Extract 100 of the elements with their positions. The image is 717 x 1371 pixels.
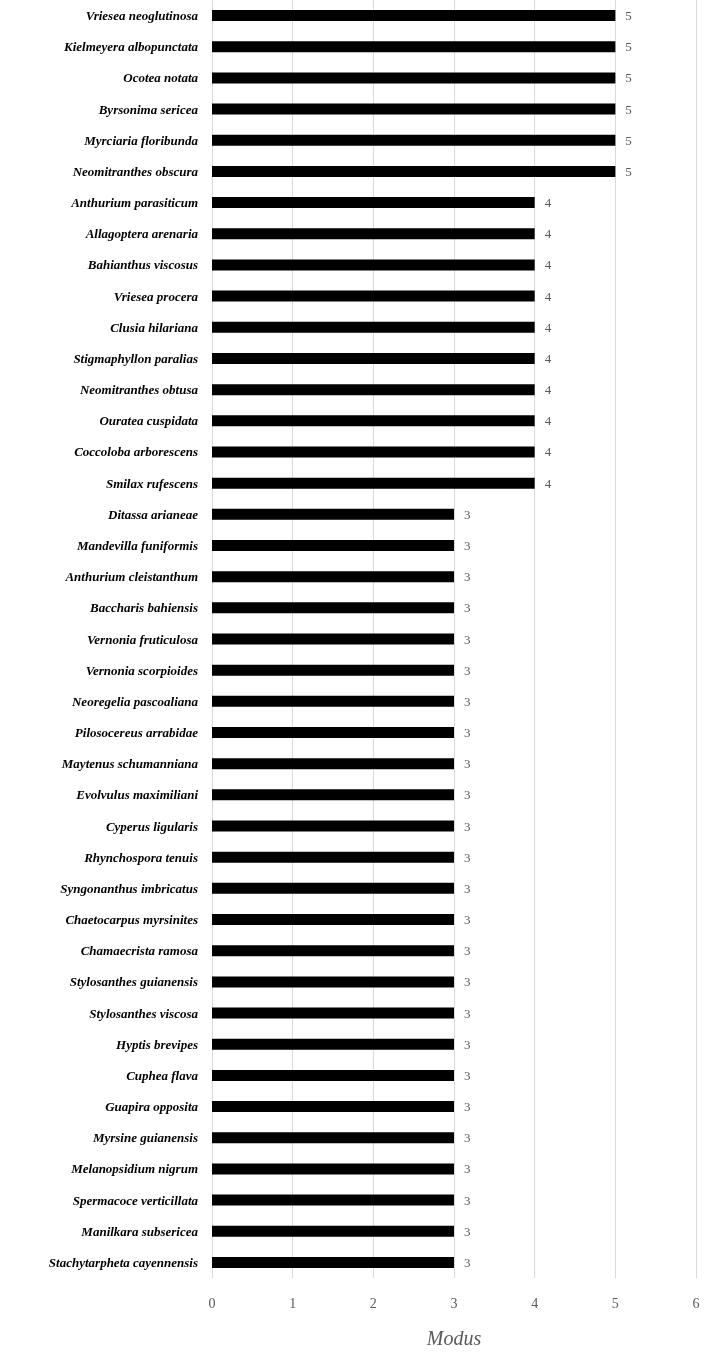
data-label: 3 bbox=[464, 662, 471, 678]
bar bbox=[212, 321, 535, 333]
y-tick-label: Stachytarpheta cayennensis bbox=[48, 1254, 198, 1270]
y-tick-label: Vernonia fruticulosa bbox=[87, 631, 199, 647]
x-tick-label: 3 bbox=[450, 1295, 458, 1311]
data-label: 3 bbox=[464, 506, 471, 522]
data-label: 4 bbox=[544, 382, 552, 398]
bar bbox=[212, 914, 454, 926]
data-label: 4 bbox=[544, 350, 552, 366]
data-label: 3 bbox=[464, 912, 471, 928]
x-tick-label: 4 bbox=[531, 1295, 539, 1311]
bar bbox=[212, 508, 454, 520]
x-tick-label: 2 bbox=[369, 1295, 377, 1311]
bar bbox=[212, 1194, 454, 1206]
y-tick-label: Allagoptera arenaria bbox=[84, 226, 199, 242]
y-tick-label: Myrciaria floribunda bbox=[83, 132, 199, 148]
data-label: 3 bbox=[464, 1067, 471, 1083]
y-tick-label: Neomitranthes obtusa bbox=[78, 382, 199, 398]
y-tick-label: Bahianthus viscosus bbox=[86, 257, 198, 273]
y-tick-label: Pilosocereus arrabidae bbox=[74, 725, 199, 741]
data-label: 5 bbox=[625, 163, 632, 179]
data-label: 3 bbox=[464, 631, 471, 647]
y-tick-label: Syngonanthus imbricatus bbox=[60, 880, 198, 896]
bar bbox=[212, 41, 616, 53]
bar bbox=[212, 165, 616, 177]
data-label: 5 bbox=[625, 101, 632, 117]
y-tick-label: Vernonia scorpioides bbox=[85, 662, 198, 678]
data-label: 3 bbox=[464, 756, 471, 772]
y-tick-label: Baccharis bahiensis bbox=[89, 600, 198, 616]
bar bbox=[212, 1007, 454, 1019]
data-label: 3 bbox=[464, 1036, 471, 1052]
x-tick-label: 0 bbox=[208, 1295, 216, 1311]
bar bbox=[212, 1163, 454, 1175]
data-label: 5 bbox=[625, 132, 632, 148]
bar bbox=[212, 1038, 454, 1050]
data-label: 3 bbox=[464, 600, 471, 616]
data-label: 3 bbox=[464, 849, 471, 865]
bar bbox=[212, 945, 454, 957]
bar bbox=[212, 820, 454, 832]
data-label: 3 bbox=[464, 725, 471, 741]
bar bbox=[212, 384, 535, 396]
y-tick-label: Neomitranthes obscura bbox=[71, 163, 199, 179]
data-label: 3 bbox=[464, 1099, 471, 1115]
data-label: 3 bbox=[464, 693, 471, 709]
y-tick-label: Ocotea notata bbox=[123, 70, 199, 86]
bar bbox=[212, 290, 535, 302]
data-label: 4 bbox=[544, 319, 552, 335]
data-label: 3 bbox=[464, 943, 471, 959]
y-tick-label: Clusia hilariana bbox=[110, 319, 199, 335]
data-label: 4 bbox=[544, 257, 552, 273]
y-tick-label: Hyptis brevipes bbox=[115, 1036, 198, 1052]
bar bbox=[212, 664, 454, 676]
bar bbox=[212, 1256, 454, 1268]
bar bbox=[212, 10, 616, 22]
data-label: 3 bbox=[464, 537, 471, 553]
bar bbox=[212, 446, 535, 458]
bar bbox=[212, 134, 616, 146]
data-label: 4 bbox=[544, 195, 552, 211]
bar bbox=[212, 415, 535, 427]
data-label: 4 bbox=[544, 226, 552, 242]
x-axis-title: Modus bbox=[425, 1327, 482, 1349]
y-tick-label: Guapira opposita bbox=[105, 1099, 199, 1115]
data-label: 5 bbox=[625, 8, 632, 24]
data-label: 3 bbox=[464, 1254, 471, 1270]
bar bbox=[212, 695, 454, 707]
bar bbox=[212, 352, 535, 364]
bar bbox=[212, 851, 454, 863]
data-label: 3 bbox=[464, 880, 471, 896]
bar bbox=[212, 228, 535, 240]
y-tick-label: Spermacoce verticillata bbox=[72, 1192, 199, 1208]
y-tick-label: Maytenus schumanniana bbox=[60, 756, 199, 772]
bar bbox=[212, 571, 454, 583]
y-tick-label: Ouratea cuspidata bbox=[99, 413, 199, 429]
data-label: 3 bbox=[464, 787, 471, 803]
bar bbox=[212, 477, 535, 489]
x-tick-label: 6 bbox=[692, 1295, 700, 1311]
data-label: 3 bbox=[464, 569, 471, 585]
bar bbox=[212, 1101, 454, 1113]
bar bbox=[212, 882, 454, 894]
y-tick-label: Evolvulus maximiliani bbox=[75, 787, 199, 803]
bar bbox=[212, 1225, 454, 1237]
bar bbox=[212, 197, 535, 209]
y-tick-label: Mandevilla funiformis bbox=[76, 537, 198, 553]
data-label: 3 bbox=[464, 1130, 471, 1146]
y-tick-label: Stylosanthes guianensis bbox=[69, 974, 198, 990]
y-tick-label: Ditassa arianeae bbox=[107, 506, 199, 522]
bar bbox=[212, 259, 535, 271]
y-tick-label: Cyperus ligularis bbox=[105, 818, 198, 834]
y-tick-label: Anthurium parasiticum bbox=[70, 195, 198, 211]
bar bbox=[212, 633, 454, 645]
x-tick-label: 1 bbox=[289, 1295, 297, 1311]
data-label: 4 bbox=[544, 444, 552, 460]
y-tick-label: Stigmaphyllon paralias bbox=[73, 350, 198, 366]
y-tick-label: Cuphea flava bbox=[126, 1067, 199, 1083]
bar bbox=[212, 789, 454, 801]
data-label: 3 bbox=[464, 974, 471, 990]
y-tick-label: Chamaecrista ramosa bbox=[80, 943, 199, 959]
data-label: 4 bbox=[544, 288, 552, 304]
data-label: 3 bbox=[464, 1161, 471, 1177]
x-tick-label: 5 bbox=[611, 1295, 619, 1311]
